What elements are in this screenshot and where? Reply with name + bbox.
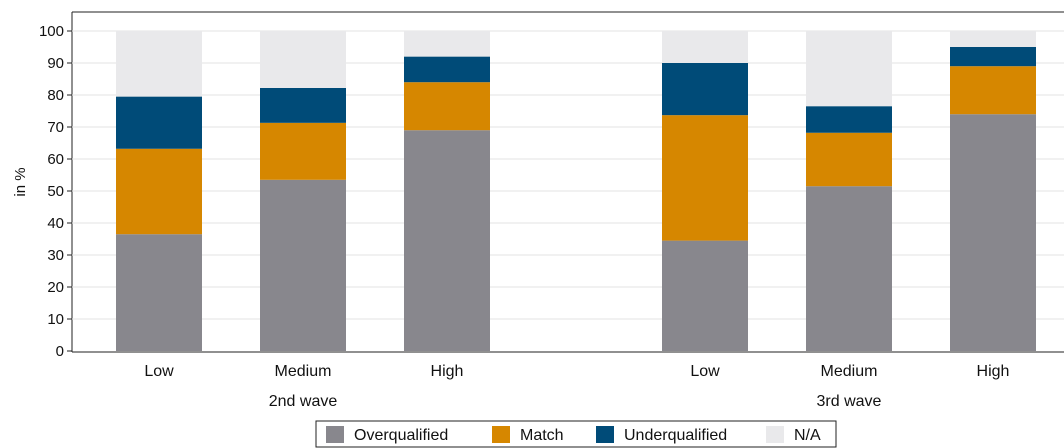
bar-segment-n-a: [404, 31, 490, 57]
y-tick-label: 10: [47, 311, 64, 328]
y-axis: 0 10 20 30 40 50 60 70 80 90 100: [39, 23, 72, 360]
y-tick-label: 80: [47, 87, 64, 104]
legend-swatch: [492, 426, 510, 443]
y-tick-label: 20: [47, 279, 64, 296]
x-category-label: Medium: [275, 363, 332, 380]
bar-segment-overqualified: [662, 240, 748, 351]
x-category-label: High: [431, 363, 464, 380]
bar-segment-overqualified: [260, 179, 346, 351]
bar-segment-underqualified: [662, 63, 748, 116]
legend-swatch: [766, 426, 784, 443]
y-tick-label: 50: [47, 183, 64, 200]
y-tick-label: 90: [47, 55, 64, 72]
y-tick-label: 60: [47, 151, 64, 168]
y-tick-label: 40: [47, 215, 64, 232]
bar-segment-n-a: [116, 31, 202, 97]
legend-label: N/A: [794, 427, 821, 444]
legend-label: Underqualified: [624, 427, 727, 444]
x-axis: Low Medium High 2nd wave Low Medium High 3rd wa…: [144, 363, 1009, 410]
x-category-label: High: [977, 363, 1010, 380]
gridlines: [72, 30, 1064, 320]
bar-segment-overqualified: [404, 130, 490, 351]
bar-segment-overqualified: [116, 234, 202, 351]
bar-segment-n-a: [950, 31, 1036, 47]
y-tick-label: 30: [47, 247, 64, 264]
bar-segment-underqualified: [806, 106, 892, 133]
y-axis-title: in %: [12, 167, 29, 196]
bar-segment-underqualified: [404, 56, 490, 83]
legend: Overqualified Match Underqualified N/A: [315, 420, 837, 448]
y-tick-label: 70: [47, 119, 64, 136]
bar-segment-n-a: [662, 31, 748, 63]
legend-swatch: [326, 426, 344, 443]
legend-box: [315, 420, 837, 448]
bars: [116, 31, 1036, 351]
legend-label: Match: [520, 427, 564, 444]
x-category-label: Low: [690, 363, 720, 380]
x-group-label: 3rd wave: [817, 393, 882, 410]
bar-segment-match: [116, 148, 202, 235]
bar-segment-n-a: [806, 31, 892, 107]
x-category-label: Medium: [821, 363, 878, 380]
x-category-label: Low: [144, 363, 174, 380]
bar-segment-match: [662, 115, 748, 241]
bar-segment-underqualified: [116, 96, 202, 149]
legend-label: Overqualified: [354, 427, 448, 444]
bar-segment-match: [806, 132, 892, 187]
bar-segment-n-a: [260, 31, 346, 88]
bar-segment-match: [404, 82, 490, 131]
y-tick-label: 100: [39, 23, 64, 40]
bar-segment-underqualified: [260, 87, 346, 123]
plot-frame: [71, 11, 1064, 353]
bar-segment-underqualified: [950, 47, 1036, 67]
bar-segment-match: [260, 122, 346, 180]
bar-segment-match: [950, 66, 1036, 115]
x-group-label: 2nd wave: [269, 393, 338, 410]
bar-segment-overqualified: [950, 114, 1036, 351]
bar-segment-overqualified: [806, 186, 892, 351]
y-tick-label: 0: [56, 343, 64, 360]
legend-swatch: [596, 426, 614, 443]
